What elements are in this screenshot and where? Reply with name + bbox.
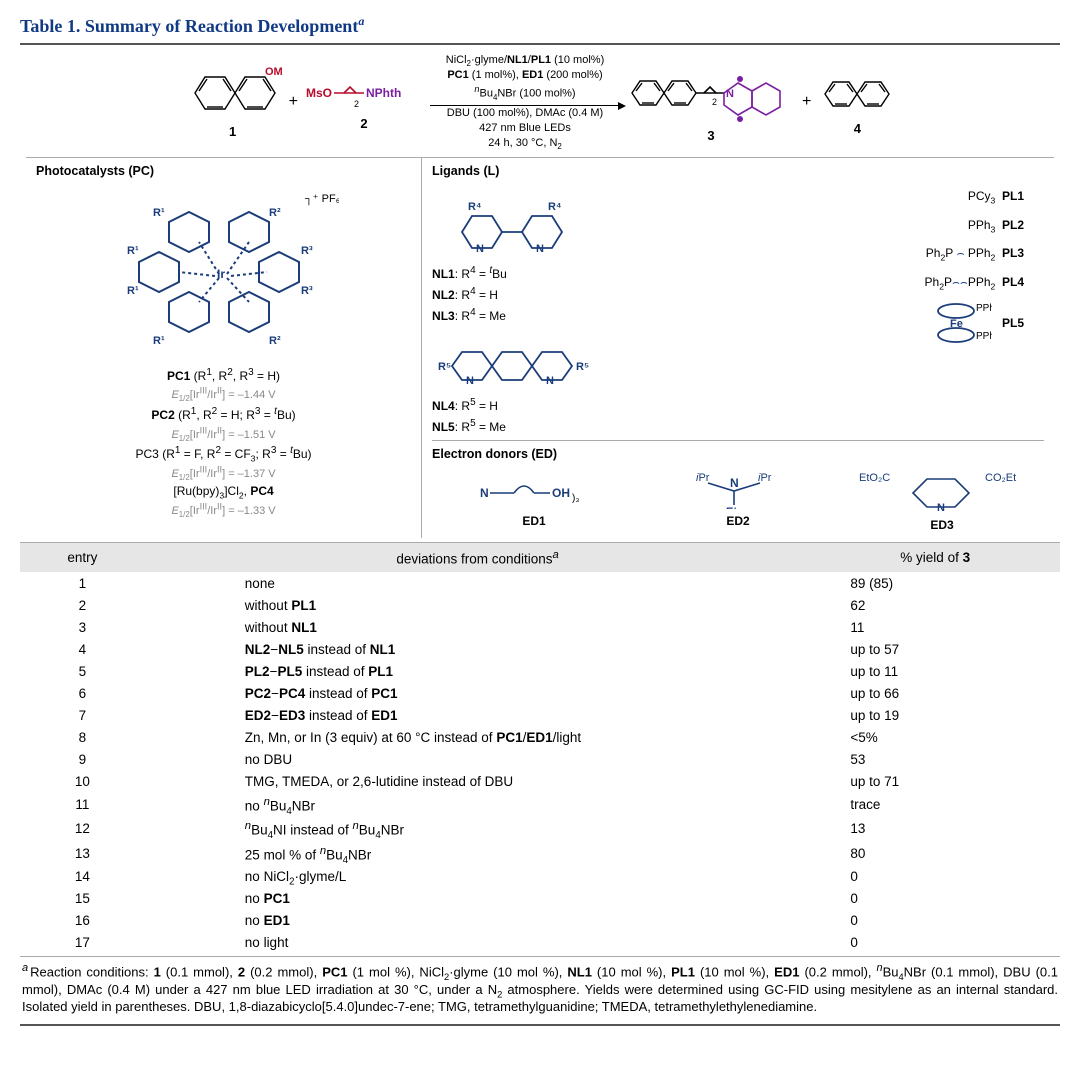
ligands-title: Ligands (L) — [432, 164, 1044, 178]
table-row: 2without PL162 — [20, 594, 1060, 616]
pc-list: PC1 (R1, R2, R3 = H) E1/2[IrIII/IrII] = … — [36, 365, 411, 520]
svg-text:R¹: R¹ — [127, 285, 139, 297]
svg-text:N: N — [480, 486, 489, 500]
table-row: 14no NiCl2·glyme/L0 — [20, 866, 1060, 888]
table-row: 4NL2−NL5 instead of NL1up to 57 — [20, 638, 1060, 660]
results-table: entry deviations from conditionsa % yiel… — [20, 543, 1060, 954]
table-footnote: aReaction conditions: 1 (0.1 mmol), 2 (0… — [20, 956, 1060, 1026]
svg-text:OH: OH — [552, 486, 570, 500]
svg-text:iPr: iPr — [758, 472, 772, 484]
svg-text:R¹: R¹ — [127, 245, 139, 257]
svg-text:MsO: MsO — [306, 86, 332, 100]
svg-text:Fe: Fe — [950, 318, 963, 330]
svg-text:iPr: iPr — [696, 472, 710, 484]
svg-text:N: N — [730, 476, 739, 490]
table-row: 1325 mol % of nBu4NBr80 — [20, 841, 1060, 866]
table-row: 6PC2−PC4 instead of PC1up to 66 — [20, 682, 1060, 704]
table-row: 16no ED10 — [20, 910, 1060, 932]
table-row: 1none89 (85) — [20, 572, 1060, 594]
table-row: 7ED2−ED3 instead of ED1up to 19 — [20, 704, 1060, 726]
label-4: 4 — [817, 121, 897, 136]
svg-text:N: N — [546, 375, 554, 387]
svg-text:R²: R² — [269, 335, 281, 347]
svg-text:R³: R³ — [301, 285, 313, 297]
ferrocene-structure: Fe PPh₂ PPh₂ — [932, 297, 992, 349]
ligands-panel: N N R⁴ R⁴ NL1: R4 = tBu NL2: R4 = H NL3:… — [432, 182, 1044, 438]
reaction-conditions: NiCl2·glyme/NL1/PL1 (10 mol%) PC1 (1 mol… — [430, 53, 620, 151]
reaction-scheme: OMs 1 + MsO 2 NPhth 2 NiCl2·glyme/NL1/PL… — [20, 43, 1060, 543]
electron-donors-panel: Electron donors (ED) N OH )₃ ED1 iPr — [432, 440, 1044, 532]
svg-text:R¹: R¹ — [153, 207, 165, 219]
svg-text:PPh₂: PPh₂ — [976, 303, 992, 314]
table-row: 10TMG, TMEDA, or 2,6-lutidine instead of… — [20, 770, 1060, 792]
table-row: 17no light0 — [20, 932, 1060, 954]
svg-text:CO₂Et: CO₂Et — [985, 472, 1016, 484]
bipyridine-structure: N N R⁴ R⁴ — [432, 182, 602, 260]
svg-text:Et: Et — [726, 506, 737, 509]
svg-text:2: 2 — [712, 97, 717, 107]
table-row: 5PL2−PL5 instead of PL1up to 11 — [20, 660, 1060, 682]
th-yield: % yield of 3 — [810, 543, 1060, 573]
structure-4 — [817, 68, 897, 118]
table-row: 9no DBU53 — [20, 748, 1060, 770]
svg-text:N: N — [536, 243, 544, 255]
svg-text:R⁴: R⁴ — [468, 201, 481, 213]
svg-text:R⁴: R⁴ — [548, 201, 561, 213]
svg-text:2: 2 — [354, 99, 359, 109]
structure-1: OMs — [183, 65, 283, 121]
table-row: 11no nBu4NBrtrace — [20, 792, 1060, 817]
label-1: 1 — [183, 124, 283, 139]
photocatalysts-panel: Photocatalysts (PC) Ir — [26, 158, 422, 538]
structure-3: 2 N — [626, 61, 796, 125]
svg-text:R¹: R¹ — [153, 335, 165, 347]
table-row: 3without NL111 — [20, 616, 1060, 638]
svg-text:R²: R² — [269, 207, 281, 219]
svg-text:)₃: )₃ — [572, 493, 579, 504]
svg-text:R⁵: R⁵ — [576, 361, 589, 373]
svg-text:N: N — [476, 243, 484, 255]
svg-text:OMs: OMs — [265, 66, 283, 78]
table-row: 8Zn, Mn, or In (3 equiv) at 60 °C instea… — [20, 726, 1060, 748]
svg-text:N: N — [937, 502, 945, 513]
svg-text:R³: R³ — [301, 245, 313, 257]
svg-text:PPh₂: PPh₂ — [976, 331, 992, 342]
label-2: 2 — [304, 116, 424, 131]
table-row: 15no PC10 — [20, 888, 1060, 910]
svg-text:N: N — [726, 88, 734, 100]
svg-text:N: N — [466, 375, 474, 387]
svg-text:┐⁺ PF₆⁻: ┐⁺ PF₆⁻ — [304, 193, 339, 206]
structure-2: MsO 2 NPhth — [304, 73, 424, 113]
label-3: 3 — [626, 128, 796, 143]
svg-text:EtO₂C: EtO₂C — [859, 472, 890, 484]
pc-structure: Ir R — [109, 182, 339, 362]
th-deviations: deviations from conditionsa — [145, 543, 811, 573]
table-row: 12nBu4NI instead of nBu4NBr13 — [20, 817, 1060, 842]
svg-text:R⁵: R⁵ — [438, 361, 451, 373]
svg-text:NPhth: NPhth — [366, 86, 401, 100]
table-title: Table 1. Summary of Reaction Development… — [20, 14, 1060, 37]
th-entry: entry — [20, 543, 145, 573]
phenanthroline-structure: N N R⁵ R⁵ — [432, 326, 622, 392]
reaction-equation: OMs 1 + MsO 2 NPhth 2 NiCl2·glyme/NL1/PL… — [26, 53, 1054, 151]
